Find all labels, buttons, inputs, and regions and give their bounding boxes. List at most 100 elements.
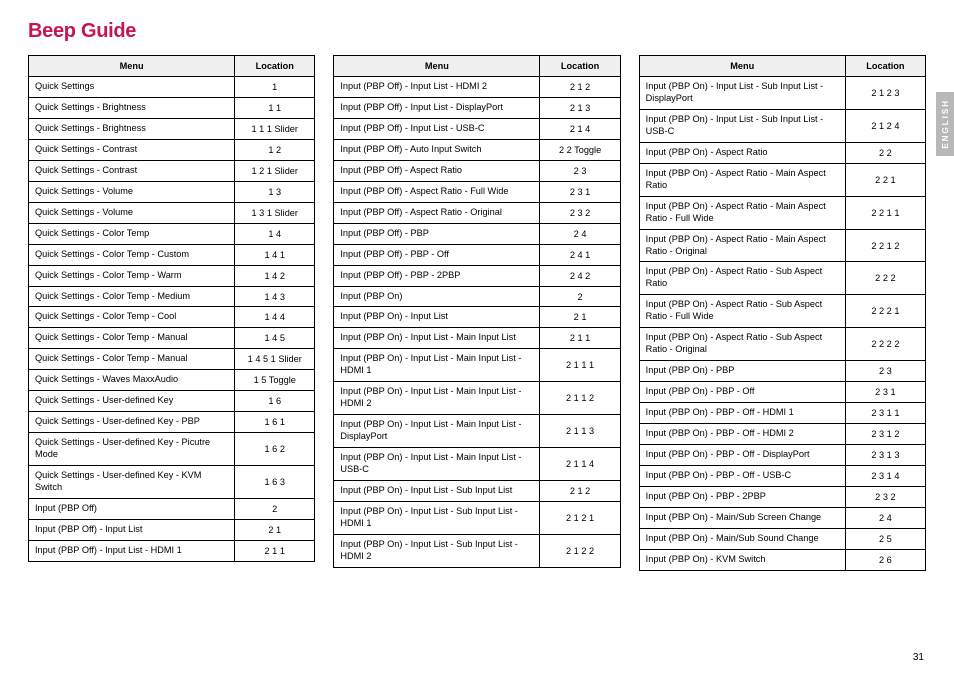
cell-location: 2 1 2 2 [540,534,620,567]
table-row: Input (PBP On) - Input List - Sub Input … [334,501,620,534]
cell-location: 2 1 1 1 [540,349,620,382]
cell-location: 2 3 1 [845,382,925,403]
cell-location: 1 4 2 [235,265,315,286]
table-row: Quick Settings - Color Temp - Manual1 4 … [29,349,315,370]
table-row: Input (PBP On) - PBP - Off - HDMI 12 3 1… [639,403,925,424]
cell-location: 2 5 [845,528,925,549]
table-row: Input (PBP On) - Main/Sub Screen Change2… [639,507,925,528]
cell-menu: Input (PBP On) - Input List - Main Input… [334,415,540,448]
cell-location: 1 6 1 [235,412,315,433]
cell-menu: Quick Settings - User-defined Key - PBP [29,412,235,433]
cell-location: 1 3 1 Slider [235,202,315,223]
table-row: Input (PBP Off) - PBP - Off2 4 1 [334,244,620,265]
table-row: Input (PBP On) - Input List - Main Input… [334,328,620,349]
cell-location: 2 3 1 2 [845,424,925,445]
table-row: Quick Settings - User-defined Key - PBP1… [29,412,315,433]
cell-menu: Input (PBP On) - PBP - Off - USB-C [639,465,845,486]
table-row: Quick Settings - Color Temp - Custom1 4 … [29,244,315,265]
cell-location: 2 2 1 2 [845,229,925,262]
cell-location: 1 4 [235,223,315,244]
cell-menu: Input (PBP On) - Aspect Ratio - Sub Aspe… [639,262,845,295]
table-column-3: Menu Location Input (PBP On) - Input Lis… [639,55,926,571]
cell-location: 2 2 2 [845,262,925,295]
cell-location: 2 4 2 [540,265,620,286]
cell-menu: Input (PBP On) - Input List - Main Input… [334,328,540,349]
table-row: Input (PBP On) - Input List - Sub Input … [334,534,620,567]
cell-menu: Input (PBP Off) - Aspect Ratio - Full Wi… [334,181,540,202]
cell-menu: Quick Settings - User-defined Key [29,391,235,412]
cell-menu: Input (PBP On) - Input List - Main Input… [334,349,540,382]
table-row: Input (PBP Off) - Aspect Ratio - Full Wi… [334,181,620,202]
table-row: Input (PBP On) - PBP - Off - DisplayPort… [639,445,925,466]
cell-menu: Quick Settings [29,77,235,98]
table-row: Input (PBP On) - Input List - Sub Input … [639,109,925,142]
cell-location: 1 1 [235,97,315,118]
table-row: Input (PBP On)2 [334,286,620,307]
table-row: Quick Settings - Contrast1 2 [29,139,315,160]
cell-location: 1 4 5 [235,328,315,349]
table-row: Input (PBP On) - Input List - Main Input… [334,448,620,481]
cell-location: 1 4 1 [235,244,315,265]
cell-location: 2 3 2 [845,486,925,507]
cell-menu: Quick Settings - Color Temp - Cool [29,307,235,328]
cell-location: 1 1 1 Slider [235,118,315,139]
cell-menu: Input (PBP On) - PBP - 2PBP [639,486,845,507]
cell-location: 2 3 1 3 [845,445,925,466]
cell-menu: Input (PBP Off) - Auto Input Switch [334,139,540,160]
cell-menu: Input (PBP On) [334,286,540,307]
cell-location: 2 1 2 4 [845,109,925,142]
cell-menu: Quick Settings - Contrast [29,139,235,160]
cell-menu: Input (PBP On) - PBP - Off - HDMI 2 [639,424,845,445]
beep-table-3: Menu Location Input (PBP On) - Input Lis… [639,55,926,571]
table-row: Quick Settings - Contrast1 2 1 Slider [29,160,315,181]
tables-container: Menu Location Quick Settings1Quick Setti… [28,55,926,571]
table-row: Input (PBP On) - Input List - Main Input… [334,349,620,382]
cell-menu: Input (PBP On) - Input List - Main Input… [334,382,540,415]
cell-menu: Quick Settings - Volume [29,181,235,202]
cell-menu: Input (PBP On) - Input List - Sub Input … [334,501,540,534]
table-row: Input (PBP On) - KVM Switch2 6 [639,549,925,570]
cell-location: 2 1 [540,307,620,328]
table-row: Input (PBP On) - PBP - 2PBP2 3 2 [639,486,925,507]
header-location: Location [540,56,620,77]
language-tab: ENGLISH [936,92,954,156]
table-header-row: Menu Location [334,56,620,77]
cell-location: 2 [540,286,620,307]
cell-location: 2 3 [845,361,925,382]
beep-table-2: Menu Location Input (PBP Off) - Input Li… [333,55,620,568]
cell-menu: Input (PBP On) - Input List - Sub Input … [334,481,540,502]
cell-menu: Quick Settings - Color Temp - Medium [29,286,235,307]
table-row: Quick Settings - User-defined Key - KVM … [29,466,315,499]
cell-location: 2 1 1 3 [540,415,620,448]
cell-location: 1 6 3 [235,466,315,499]
cell-menu: Quick Settings - Color Temp - Manual [29,349,235,370]
cell-menu: Quick Settings - User-defined Key - Picu… [29,433,235,466]
page: Beep Guide Menu Location Quick Settings1… [0,0,954,673]
table-row: Quick Settings - Waves MaxxAudio1 5 Togg… [29,370,315,391]
cell-menu: Input (PBP Off) - PBP - Off [334,244,540,265]
cell-menu: Input (PBP On) - Aspect Ratio - Main Asp… [639,163,845,196]
table-row: Quick Settings - Color Temp - Medium1 4 … [29,286,315,307]
cell-location: 1 4 5 1 Slider [235,349,315,370]
cell-location: 1 4 3 [235,286,315,307]
cell-menu: Input (PBP On) - Aspect Ratio - Main Asp… [639,196,845,229]
cell-menu: Input (PBP On) - Aspect Ratio - Sub Aspe… [639,295,845,328]
cell-location: 2 1 [235,519,315,540]
cell-menu: Input (PBP On) - Input List - Sub Input … [639,109,845,142]
cell-location: 1 2 1 Slider [235,160,315,181]
table-row: Quick Settings - Color Temp - Warm1 4 2 [29,265,315,286]
table-row: Input (PBP Off) - Auto Input Switch2 2 T… [334,139,620,160]
header-location: Location [235,56,315,77]
cell-menu: Quick Settings - Volume [29,202,235,223]
cell-location: 2 6 [845,549,925,570]
cell-menu: Quick Settings - User-defined Key - KVM … [29,466,235,499]
cell-menu: Input (PBP On) - Input List - Sub Input … [334,534,540,567]
table-row: Quick Settings - User-defined Key1 6 [29,391,315,412]
cell-menu: Input (PBP On) - PBP - Off [639,382,845,403]
cell-menu: Quick Settings - Brightness [29,118,235,139]
cell-location: 2 1 1 2 [540,382,620,415]
table-row: Input (PBP On) - Main/Sub Sound Change2 … [639,528,925,549]
cell-menu: Input (PBP On) - Main/Sub Screen Change [639,507,845,528]
table-header-row: Menu Location [29,56,315,77]
cell-location: 1 2 [235,139,315,160]
